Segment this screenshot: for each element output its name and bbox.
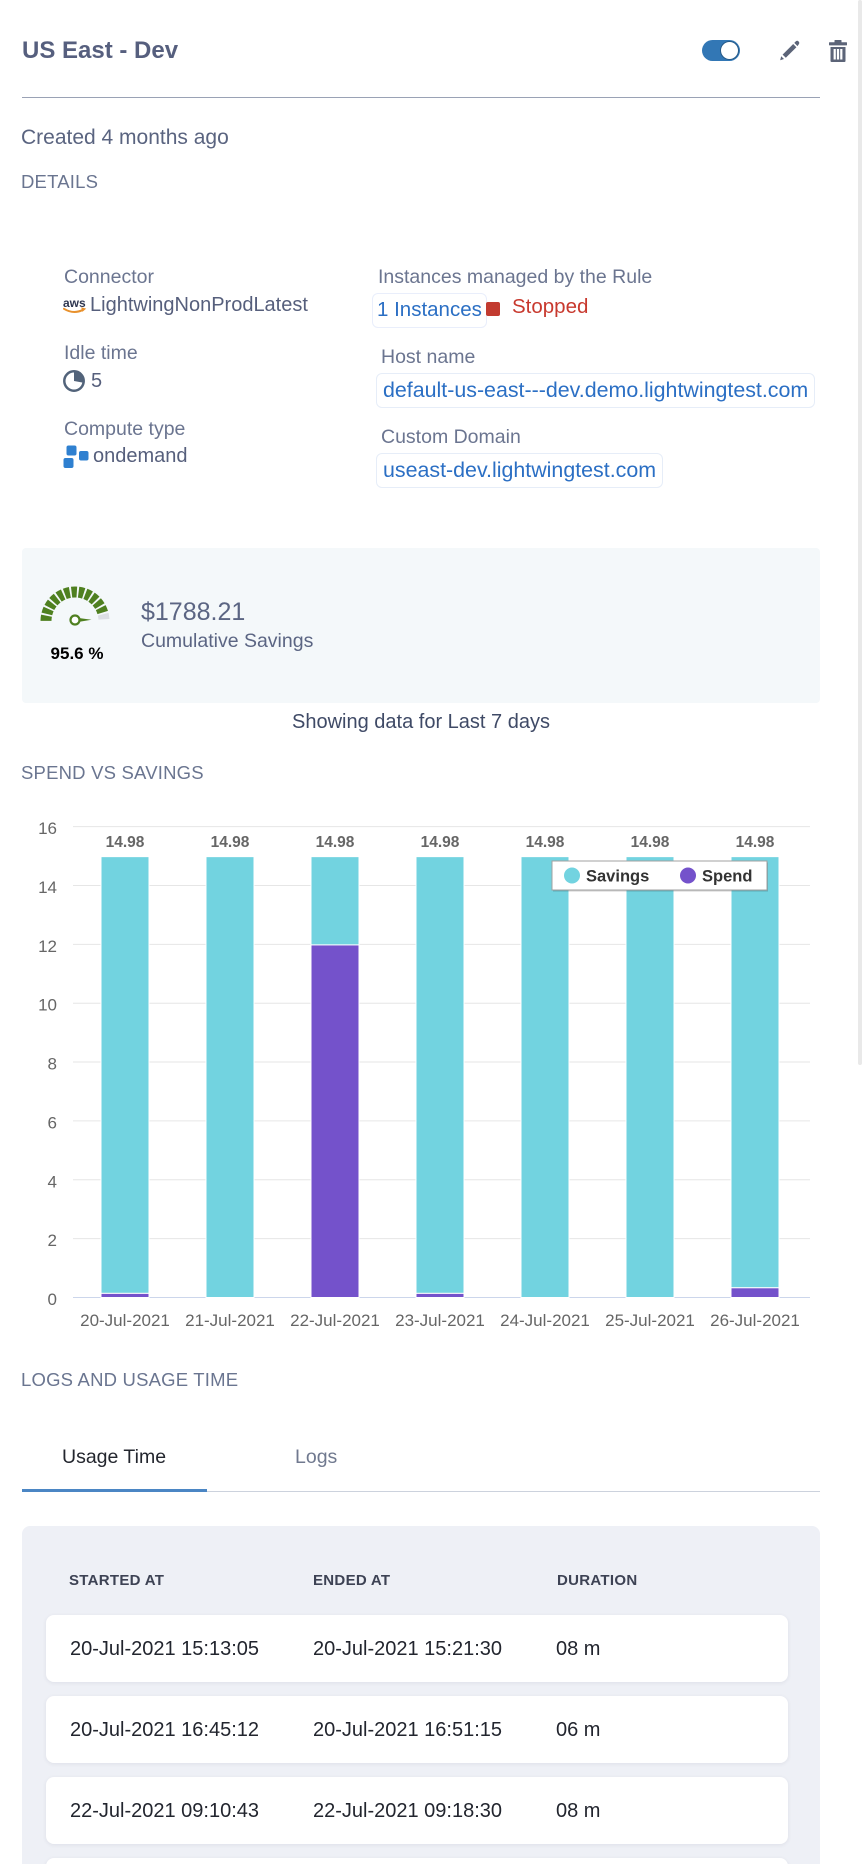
- svg-text:aws: aws: [63, 296, 86, 310]
- svg-text:14.98: 14.98: [526, 834, 565, 851]
- svg-text:4: 4: [48, 1172, 57, 1191]
- svg-text:8: 8: [48, 1055, 57, 1074]
- svg-text:Spend: Spend: [702, 868, 752, 886]
- svg-text:20-Jul-2021: 20-Jul-2021: [80, 1311, 170, 1330]
- svg-text:14.98: 14.98: [736, 834, 775, 851]
- svg-text:Savings: Savings: [586, 868, 649, 886]
- svg-text:12: 12: [38, 937, 57, 956]
- svg-text:24-Jul-2021: 24-Jul-2021: [500, 1311, 590, 1330]
- svg-text:16: 16: [38, 819, 57, 838]
- svg-text:22-Jul-2021: 22-Jul-2021: [290, 1311, 380, 1330]
- svg-text:14.98: 14.98: [211, 834, 250, 851]
- svg-text:0: 0: [48, 1290, 57, 1309]
- svg-text:10: 10: [38, 996, 57, 1015]
- svg-text:2: 2: [48, 1231, 57, 1250]
- svg-text:23-Jul-2021: 23-Jul-2021: [395, 1311, 485, 1330]
- svg-text:14: 14: [38, 878, 57, 897]
- svg-text:14.98: 14.98: [421, 834, 460, 851]
- svg-text:14.98: 14.98: [316, 834, 355, 851]
- svg-text:6: 6: [48, 1113, 57, 1132]
- svg-text:25-Jul-2021: 25-Jul-2021: [605, 1311, 695, 1330]
- svg-text:14.98: 14.98: [106, 834, 145, 851]
- svg-text:26-Jul-2021: 26-Jul-2021: [710, 1311, 800, 1330]
- svg-text:21-Jul-2021: 21-Jul-2021: [185, 1311, 275, 1330]
- svg-text:14.98: 14.98: [631, 834, 670, 851]
